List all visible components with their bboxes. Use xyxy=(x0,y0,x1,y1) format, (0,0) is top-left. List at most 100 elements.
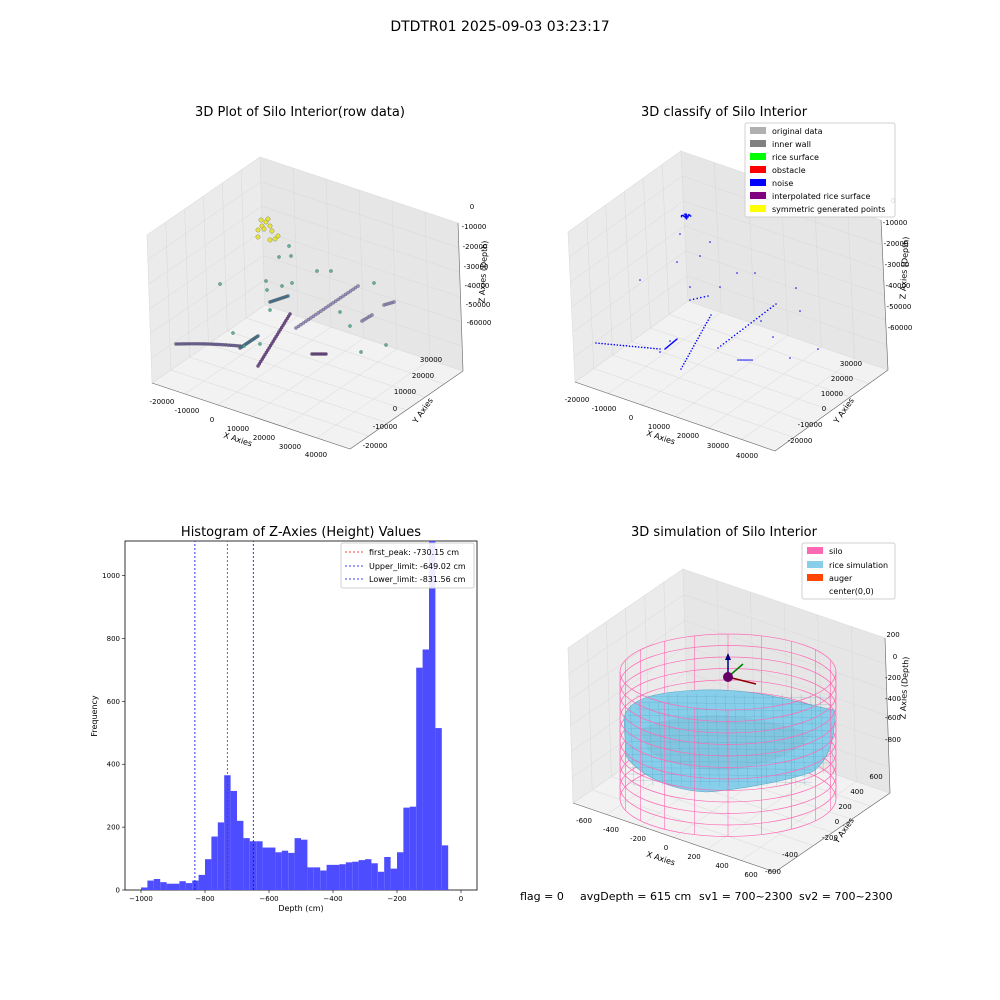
x-tick-label: 400 xyxy=(715,862,728,870)
panel-sim-xlabel: X Axies xyxy=(645,850,676,868)
x-tick-label: 40000 xyxy=(305,451,327,459)
raw-point xyxy=(218,282,221,285)
hist-bar xyxy=(359,860,365,890)
classified-point xyxy=(750,322,752,324)
classified-point xyxy=(684,215,686,217)
y-tick-label: 20000 xyxy=(831,375,853,383)
classified-point xyxy=(696,298,698,300)
x-tick-label: −600 xyxy=(259,895,278,903)
classified-point xyxy=(700,297,702,299)
classified-point xyxy=(595,342,597,344)
classified-point xyxy=(704,324,706,326)
y-tick-label: 30000 xyxy=(840,360,862,368)
classified-point xyxy=(653,348,655,350)
raw-point xyxy=(356,284,359,287)
classified-point xyxy=(748,324,750,326)
raw-point xyxy=(265,288,268,291)
hist-bar xyxy=(378,872,384,890)
hist-bar xyxy=(192,881,198,890)
hist-legend: first_peak: -730.15 cm Upper_limit: -649… xyxy=(341,543,474,588)
y-tick-label: -400 xyxy=(782,851,798,859)
classified-point xyxy=(772,336,774,338)
classified-point xyxy=(601,343,603,345)
classified-point xyxy=(689,353,691,355)
y-tick-label: 200 xyxy=(107,824,120,832)
x-tick-label: 0 xyxy=(629,414,633,422)
y-tick-label: 800 xyxy=(107,635,120,643)
classified-point xyxy=(817,348,819,350)
raw-point xyxy=(231,331,234,334)
panel-raw-zlabel: Z Axies (Depth) xyxy=(477,240,489,303)
panel-histogram: Histogram of Z-Axies (Height) Values −10… xyxy=(90,525,477,913)
classified-point xyxy=(703,327,705,329)
classified-point xyxy=(659,351,661,353)
classified-point xyxy=(644,347,646,349)
classified-point xyxy=(685,217,687,219)
hist-bar xyxy=(288,853,294,890)
y-tick-label: -20000 xyxy=(363,442,388,450)
classified-point xyxy=(761,314,763,316)
classified-point xyxy=(656,348,658,350)
panel-raw-xlabel: X Axies xyxy=(222,431,253,449)
classified-point xyxy=(694,342,696,344)
z-tick-label: -800 xyxy=(885,736,901,744)
classified-point xyxy=(707,319,709,321)
panel-classify-xlabel: X Axies xyxy=(645,429,676,447)
classified-point xyxy=(723,343,725,345)
y-tick-label: 0 xyxy=(393,405,397,413)
classified-point xyxy=(739,359,741,361)
classified-point xyxy=(737,333,739,335)
classified-point xyxy=(639,279,641,281)
hist-bar xyxy=(141,887,147,890)
classified-point xyxy=(610,344,612,346)
classified-point xyxy=(751,359,753,361)
hist-bar xyxy=(160,882,166,890)
legend-swatch xyxy=(750,192,766,199)
legend-label: inner wall xyxy=(772,140,811,149)
classified-point xyxy=(669,340,671,342)
raw-point xyxy=(372,281,375,284)
raw-point xyxy=(268,308,271,311)
raw-point xyxy=(370,313,373,316)
hist-bar xyxy=(365,859,371,890)
classified-point xyxy=(760,320,762,322)
classified-point xyxy=(754,272,756,274)
y-tick-label: 400 xyxy=(850,788,863,796)
y-tick-label: 20000 xyxy=(412,372,434,380)
classified-point xyxy=(626,345,628,347)
classified-point xyxy=(680,368,682,370)
y-tick-label: 10000 xyxy=(394,388,416,396)
hist-bar xyxy=(346,862,352,890)
raw-point xyxy=(287,244,290,247)
z-tick-label: -10000 xyxy=(883,219,908,227)
x-tick-label: 20000 xyxy=(677,432,699,440)
classified-point xyxy=(692,348,694,350)
classified-point xyxy=(749,359,751,361)
hist-bar xyxy=(327,865,333,890)
z-tick-label: 200 xyxy=(886,631,899,639)
classified-point xyxy=(687,355,689,357)
classified-point xyxy=(641,346,643,348)
x-tick-label: 200 xyxy=(687,853,700,861)
panel-sim-legend: silo rice simulation auger center(0,0) xyxy=(802,543,895,599)
legend-label: Upper_limit: -649.02 cm xyxy=(369,562,466,571)
classified-point xyxy=(686,358,688,360)
hist-bar xyxy=(231,791,237,890)
x-tick-label: 0 xyxy=(459,895,463,903)
hist-bar xyxy=(147,881,153,890)
x-tick-label: -200 xyxy=(630,835,646,843)
classified-point xyxy=(635,346,637,348)
classified-point xyxy=(696,340,698,342)
classified-point xyxy=(756,318,758,320)
legend-swatch xyxy=(750,140,766,147)
x-tick-label: 0 xyxy=(664,844,668,852)
raw-point xyxy=(290,281,293,284)
x-tick-label: 30000 xyxy=(707,442,729,450)
classified-point xyxy=(676,261,678,263)
classified-point xyxy=(731,337,733,339)
y-tick-label: 1000 xyxy=(102,572,120,580)
raw-point xyxy=(268,224,272,228)
x-tick-label: 30000 xyxy=(279,443,301,451)
raw-point xyxy=(280,284,283,287)
raw-point xyxy=(258,342,261,345)
